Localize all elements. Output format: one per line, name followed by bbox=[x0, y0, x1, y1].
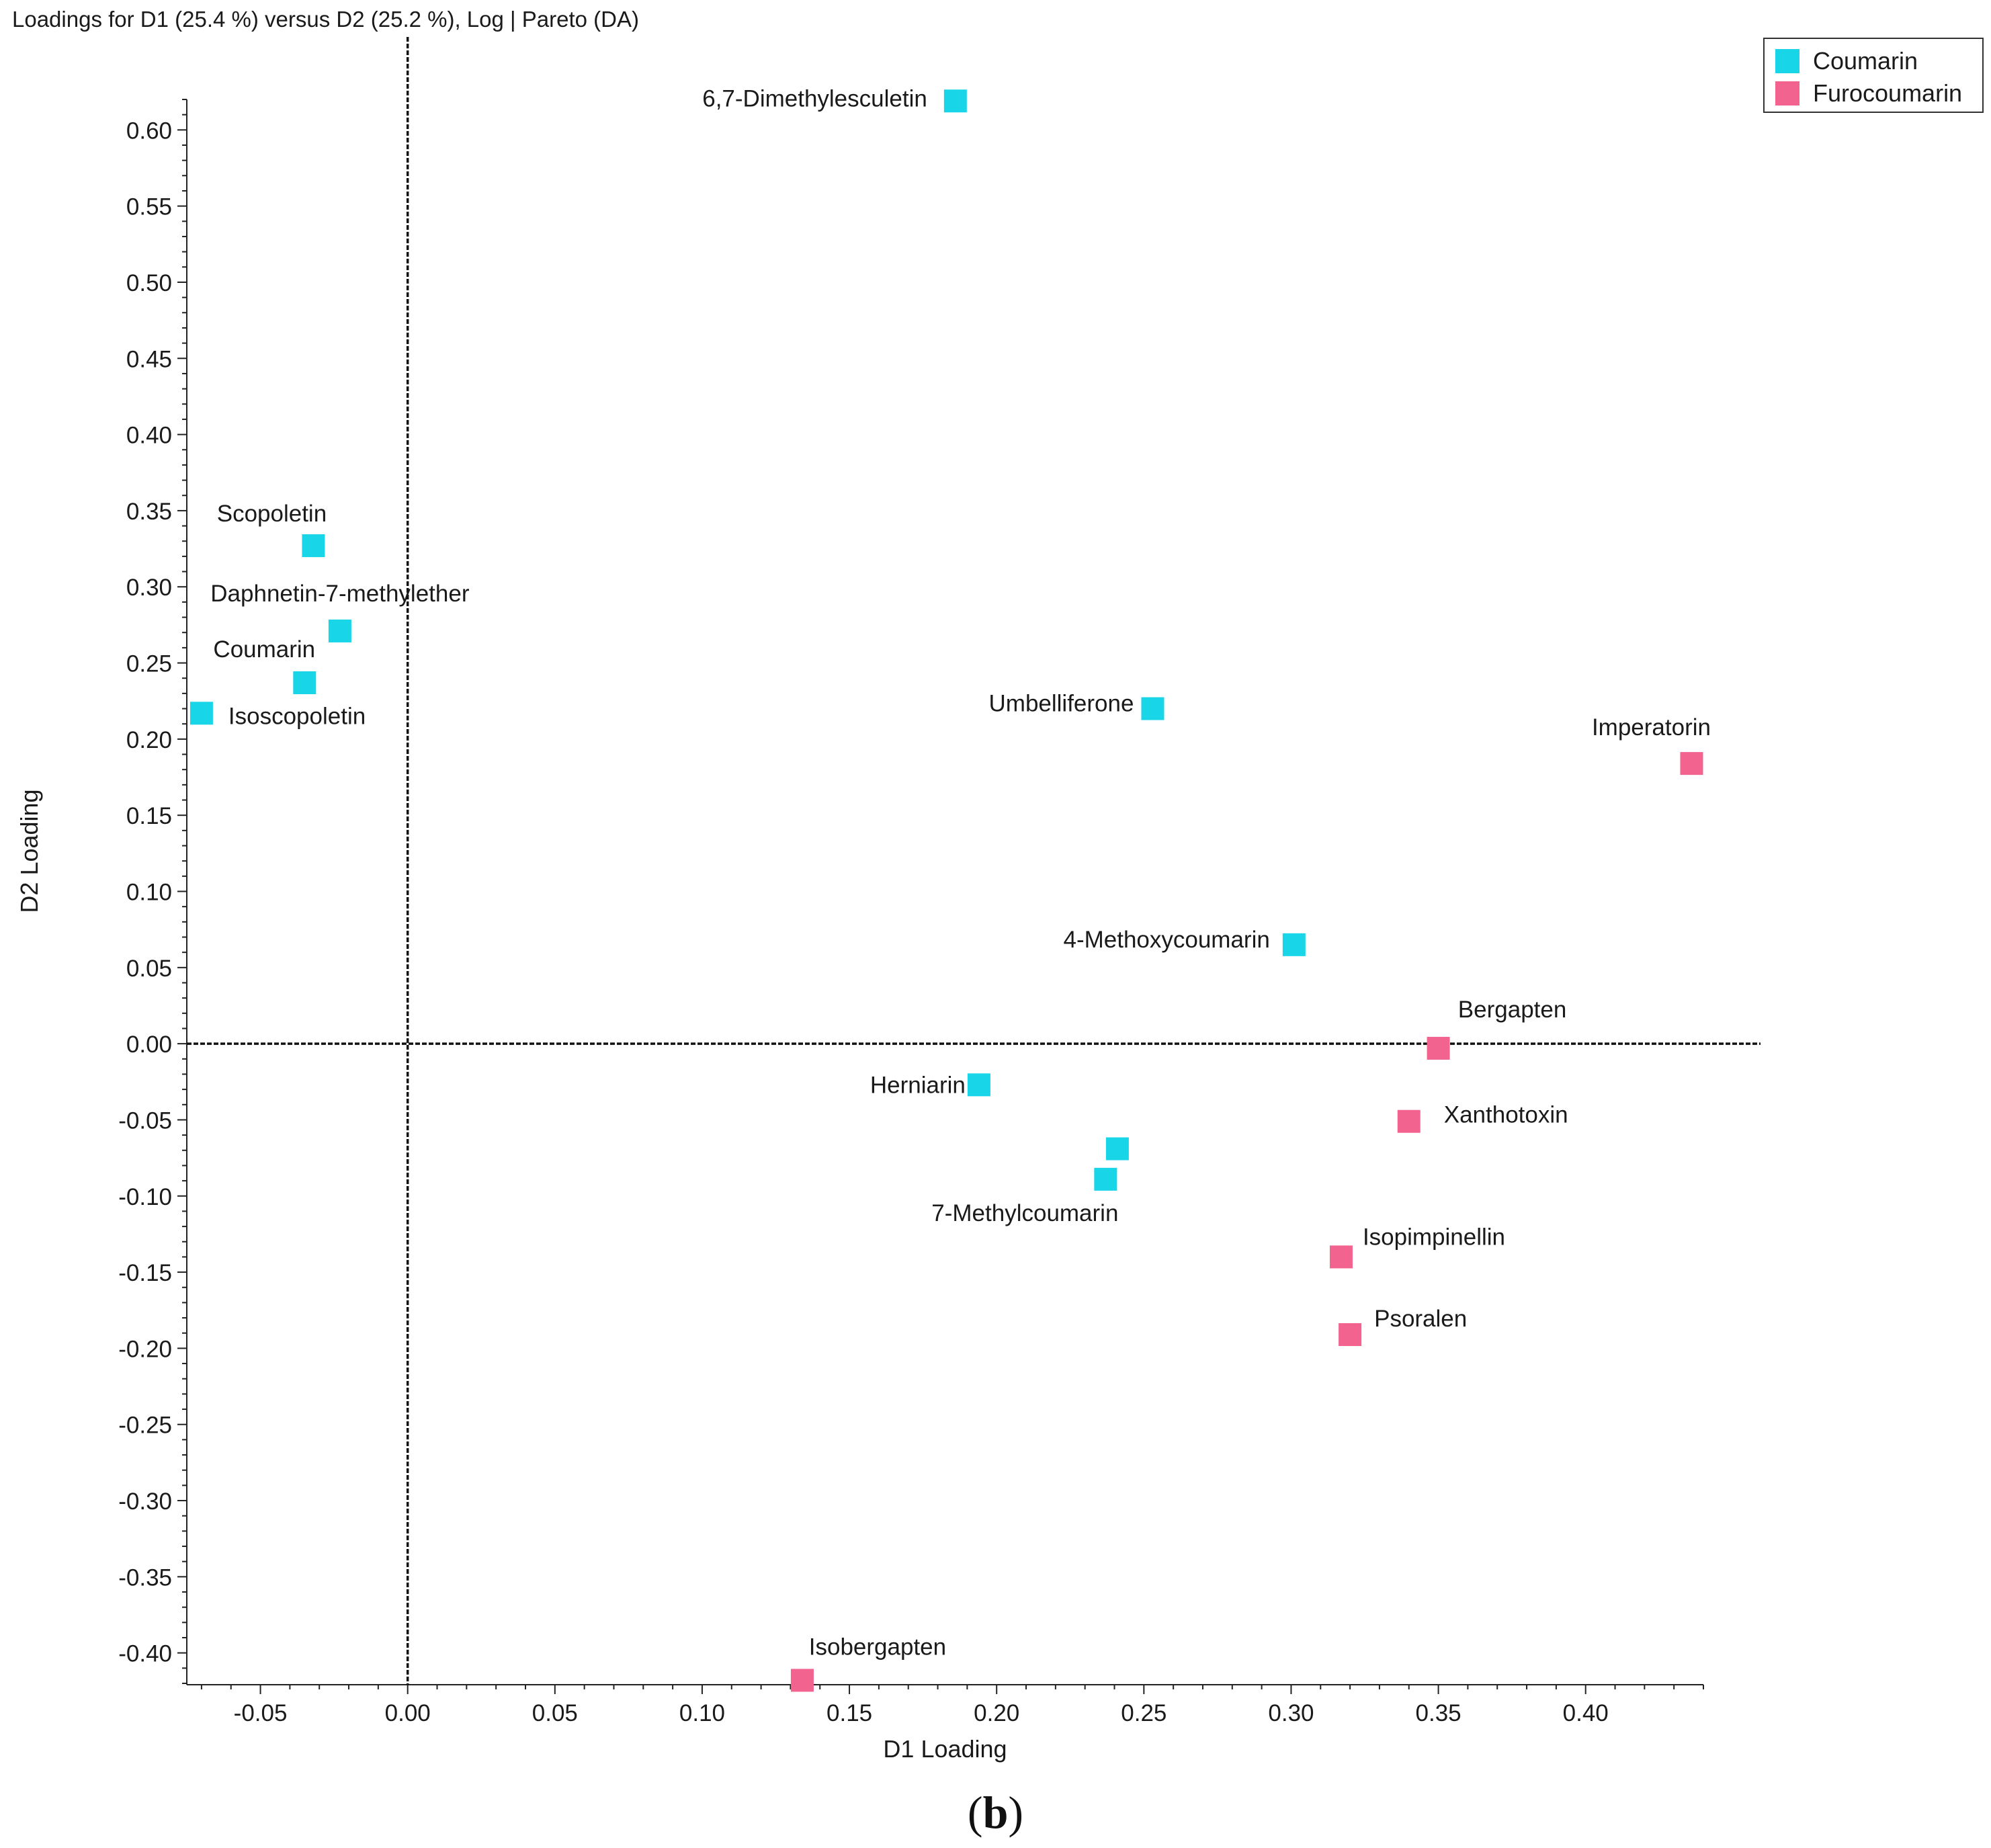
legend-label-furocoumarin: Furocoumarin bbox=[1813, 79, 1963, 107]
legend-swatch-furocoumarin bbox=[1775, 81, 1799, 106]
data-point-label: Psoralen bbox=[1374, 1306, 1467, 1332]
data-point-marker bbox=[302, 534, 325, 558]
y-tick-label: -0.05 bbox=[118, 1107, 172, 1134]
data-point-marker bbox=[189, 702, 213, 725]
data-point-marker bbox=[967, 1073, 990, 1097]
y-tick-label: -0.10 bbox=[118, 1184, 172, 1210]
data-point-label: Bergapten bbox=[1458, 997, 1567, 1023]
data-point-marker bbox=[1680, 752, 1703, 775]
data-point-label: Isoscopoletin bbox=[228, 703, 366, 729]
y-tick-label: -0.15 bbox=[118, 1260, 172, 1286]
y-tick-label: 0.00 bbox=[126, 1032, 172, 1058]
y-tick-label: 0.35 bbox=[126, 499, 172, 525]
data-point-marker bbox=[1339, 1323, 1362, 1347]
legend-item-furocoumarin: Furocoumarin bbox=[1775, 79, 1962, 108]
y-tick-label: 0.40 bbox=[126, 423, 172, 449]
x-tick-label: 0.20 bbox=[974, 1700, 1019, 1726]
y-tick-label: 0.20 bbox=[126, 727, 172, 753]
y-tick-label: -0.35 bbox=[118, 1564, 172, 1591]
data-point-label: 4-Methoxycoumarin bbox=[1063, 927, 1269, 953]
data-point-marker bbox=[790, 1669, 814, 1692]
y-tick-label: 0.10 bbox=[126, 880, 172, 906]
data-point-marker bbox=[1094, 1167, 1117, 1191]
y-tick-label: -0.25 bbox=[118, 1413, 172, 1439]
data-point-marker bbox=[1397, 1109, 1421, 1133]
x-tick-label: 0.05 bbox=[532, 1700, 578, 1726]
x-tick-label: -0.05 bbox=[234, 1700, 288, 1726]
x-tick-label: 0.25 bbox=[1121, 1700, 1167, 1726]
data-point-label: Isopimpinellin bbox=[1363, 1224, 1505, 1250]
x-tick-label: 0.00 bbox=[385, 1700, 431, 1726]
y-tick-label: 0.60 bbox=[126, 118, 172, 144]
y-tick-label: -0.20 bbox=[118, 1336, 172, 1362]
x-tick-label: 0.30 bbox=[1268, 1700, 1314, 1726]
data-point-marker bbox=[293, 671, 316, 695]
data-point-marker bbox=[1141, 697, 1164, 720]
y-tick-label: 0.05 bbox=[126, 956, 172, 982]
y-tick-label: 0.50 bbox=[126, 270, 172, 296]
x-tick-label: 0.35 bbox=[1416, 1700, 1462, 1726]
data-point-marker bbox=[1282, 933, 1306, 956]
legend-label-coumarin: Coumarin bbox=[1813, 47, 1918, 75]
figure-caption: (b) bbox=[967, 1787, 1024, 1838]
data-point-label: Imperatorin bbox=[1592, 714, 1711, 741]
x-axis-label: D1 Loading bbox=[883, 1735, 1007, 1763]
data-point-marker bbox=[943, 89, 967, 113]
x-tick-label: 0.10 bbox=[679, 1700, 725, 1726]
data-point-label: 6,7-Dimethylesculetin bbox=[702, 85, 927, 112]
legend-swatch-coumarin bbox=[1775, 49, 1799, 73]
y-tick-label: 0.30 bbox=[126, 575, 172, 601]
chart-title: Loadings for D1 (25.4 %) versus D2 (25.2… bbox=[12, 7, 639, 32]
x-tick-label: 0.15 bbox=[827, 1700, 872, 1726]
data-point-label: Herniarin bbox=[870, 1072, 966, 1098]
data-point-label: Xanthotoxin bbox=[1444, 1102, 1568, 1128]
data-point-label: 7-Methylcoumarin bbox=[931, 1200, 1118, 1226]
legend-item-coumarin: Coumarin bbox=[1775, 47, 1918, 75]
y-tick-label: 0.25 bbox=[126, 651, 172, 677]
x-tick-label: 0.40 bbox=[1563, 1700, 1609, 1726]
data-point-label: Umbelliferone bbox=[989, 691, 1134, 717]
data-point-label: Coumarin bbox=[213, 636, 315, 663]
y-tick-label: 0.15 bbox=[126, 803, 172, 829]
data-point-marker bbox=[1329, 1245, 1353, 1269]
data-point-label: Scopoletin bbox=[217, 501, 327, 527]
data-point-label: Isobergapten bbox=[809, 1634, 946, 1660]
y-tick-label: 0.45 bbox=[126, 346, 172, 372]
legend: Coumarin Furocoumarin bbox=[1763, 38, 1984, 113]
data-point-marker bbox=[328, 619, 351, 642]
data-point-marker bbox=[1105, 1137, 1129, 1161]
y-axis-label: D2 Loading bbox=[15, 789, 43, 913]
data-point-label: Daphnetin-7-methylether bbox=[210, 581, 470, 607]
y-tick-label: -0.40 bbox=[118, 1641, 172, 1667]
y-tick-label: 0.55 bbox=[126, 194, 172, 220]
y-tick-label: -0.30 bbox=[118, 1488, 172, 1515]
data-point-marker bbox=[1427, 1036, 1450, 1060]
